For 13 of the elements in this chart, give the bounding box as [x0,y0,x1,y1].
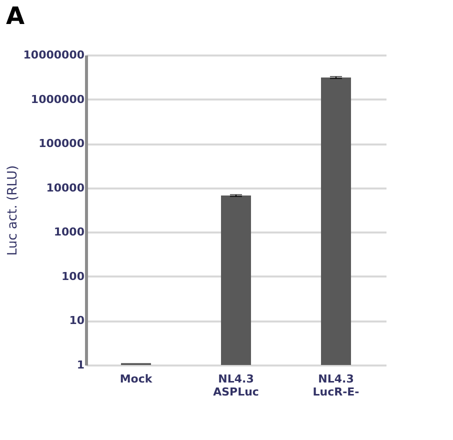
y-tick-label: 10000000 [23,48,85,62]
y-tick-label: 1000000 [30,92,85,106]
y-tick-label: 100000 [38,137,85,150]
y-tick-label: 10 [69,314,85,328]
chart-title: A [6,2,25,30]
x-tick-label: Mock [120,372,153,386]
y-tick-label: 100 [62,270,85,283]
x-tick-label: NL4.3 LucR-E- [312,372,360,398]
y-tick-label: 10000 [46,181,85,194]
y-tick-label: 1 [76,358,84,372]
y-axis-title: Luc act. (RLU) [5,165,20,256]
y-tick-label: 1000 [54,226,85,239]
x-tick-label: NL4.3 ASPLuc [213,372,259,398]
